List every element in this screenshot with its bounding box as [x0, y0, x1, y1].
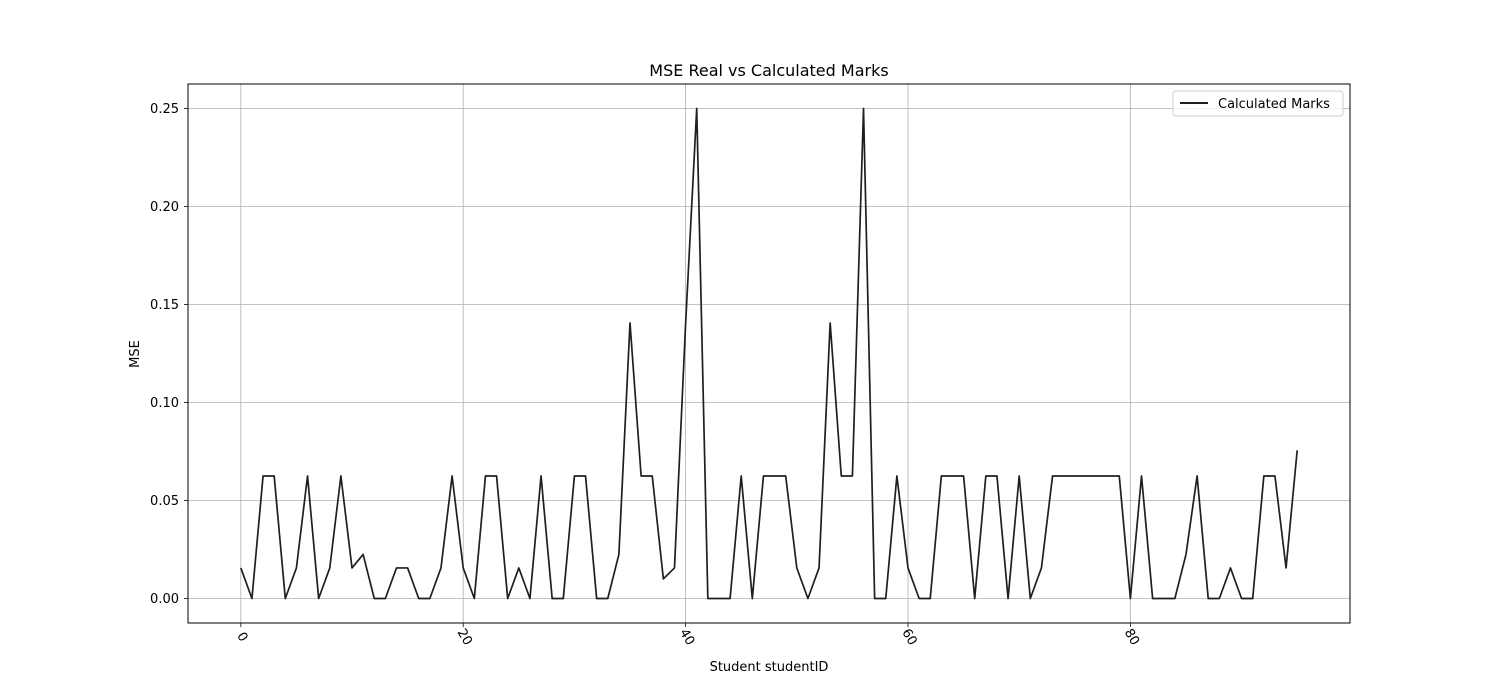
x-tick-label: 80	[1121, 626, 1142, 648]
legend: Calculated Marks	[1172, 90, 1344, 117]
y-axis: 0.00 0.05 0.10 0.15 0.20 0.25	[150, 102, 188, 607]
y-tick-label: 0.25	[150, 102, 179, 117]
plot-area-background	[188, 84, 1350, 623]
y-tick-label: 0.15	[150, 298, 179, 313]
legend-box	[1172, 90, 1344, 117]
legend-label: Calculated Marks	[1218, 97, 1330, 112]
y-tick-label: 0.10	[150, 396, 179, 411]
y-tick-label: 0.20	[150, 200, 179, 215]
series-line-calculated-marks	[240, 107, 1299, 600]
y-axis-label: MSE	[128, 340, 143, 368]
x-axis-label: Student studentID	[710, 660, 829, 675]
y-tick-label: 0.05	[150, 494, 179, 509]
x-tick-label: 20	[454, 626, 475, 648]
y-tick-label: 0.00	[150, 592, 179, 607]
plot-frame	[187, 83, 1351, 624]
chart-title: MSE Real vs Calculated Marks	[649, 61, 888, 80]
grid	[188, 84, 1350, 623]
x-tick-label: 40	[676, 626, 697, 648]
x-axis: 0 20 40 60 80	[233, 623, 1142, 648]
series-layer	[240, 107, 1299, 600]
x-tick-label: 60	[898, 626, 919, 648]
